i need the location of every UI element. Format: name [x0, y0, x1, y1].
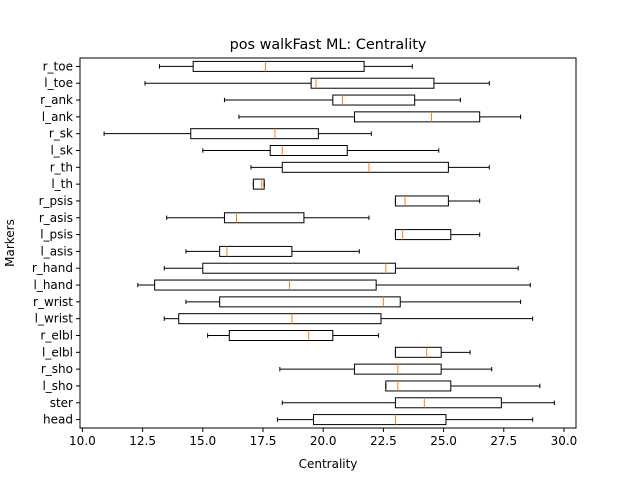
box-l-ank	[238, 111, 522, 123]
x-tick-label: 12.5	[129, 434, 156, 448]
box-l-hand	[137, 279, 531, 291]
y-tick-label: l_th	[51, 177, 73, 191]
y-axis: head ster l_sho r_sho l_elbl r_elbl l_wrist r_w…	[32, 59, 80, 427]
x-tick-label: 10.0	[69, 434, 96, 448]
y-tick-label: l_toe	[44, 76, 73, 90]
plot-area	[103, 60, 555, 426]
y-tick-label: l_ank	[42, 110, 73, 124]
iqr-box	[332, 94, 416, 106]
x-axis-title: Centrality	[299, 457, 358, 471]
iqr-box	[154, 279, 377, 291]
box-l-elbl	[394, 346, 471, 358]
box-l-sho	[385, 380, 541, 392]
iqr-box	[219, 245, 293, 257]
y-tick-label: ster	[50, 396, 73, 410]
y-tick-label: r_hand	[32, 261, 73, 275]
x-tick-label: 22.5	[370, 434, 397, 448]
box-r-sk	[103, 128, 372, 140]
iqr-box	[219, 296, 401, 308]
y-tick-label: r_toe	[43, 59, 73, 73]
iqr-box	[394, 195, 449, 207]
x-tick-label: 25.0	[430, 434, 457, 448]
y-tick-label: r_asis	[39, 211, 73, 225]
iqr-box	[353, 111, 481, 123]
box-l-asis	[185, 245, 360, 257]
y-tick-label: head	[43, 413, 73, 427]
x-tick-label: 20.0	[310, 434, 337, 448]
iqr-box	[313, 414, 447, 426]
y-tick-label: l_sho	[42, 379, 73, 393]
y-tick-label: r_sho	[41, 362, 73, 376]
x-axis: 10.0 12.5 15.0 17.5 20.0 22.5 25.0 27.5 30.0	[69, 428, 577, 448]
x-tick-label: 27.5	[490, 434, 517, 448]
iqr-box	[281, 161, 449, 173]
iqr-box	[228, 330, 334, 341]
x-tick-label: 15.0	[189, 434, 216, 448]
box-r-psis	[394, 195, 481, 207]
axes-frame	[79, 57, 577, 429]
iqr-box	[252, 178, 265, 190]
y-tick-label: l_elbl	[42, 345, 73, 359]
iqr-box	[385, 380, 452, 392]
y-tick-label: r_ank	[40, 93, 73, 107]
iqr-box	[192, 60, 365, 72]
box-r-hand	[163, 262, 519, 274]
box-r-th	[250, 161, 490, 173]
y-tick-label: l_wrist	[35, 312, 74, 326]
x-tick-label: 17.5	[250, 434, 277, 448]
y-tick-label: l_psis	[40, 228, 73, 242]
iqr-box	[178, 313, 382, 325]
box-l-wrist	[163, 313, 534, 325]
box-r-toe	[158, 60, 413, 72]
y-tick-label: l_sk	[50, 144, 73, 158]
y-tick-label: r_th	[50, 160, 73, 174]
iqr-box	[394, 397, 502, 409]
box-ster	[281, 397, 555, 409]
box-l-th	[252, 178, 265, 190]
box-r-wrist	[185, 296, 522, 308]
box-l-toe	[144, 77, 490, 89]
box-head	[276, 414, 534, 426]
y-tick-label: l_asis	[40, 244, 73, 258]
box-r-asis	[166, 212, 370, 224]
iqr-box	[310, 77, 435, 89]
y-tick-label: r_sk	[49, 127, 73, 141]
box-l-sk	[202, 145, 440, 156]
box-l-psis	[394, 229, 481, 241]
iqr-box	[202, 262, 396, 274]
iqr-box	[223, 212, 305, 224]
x-tick-label: 30.0	[551, 434, 578, 448]
y-tick-label: r_elbl	[40, 329, 73, 343]
y-tick-label: l_hand	[33, 278, 73, 292]
y-tick-label: r_wrist	[33, 295, 73, 309]
y-axis-title: Markers	[3, 219, 17, 267]
box-r-elbl	[207, 330, 380, 341]
chart-title: pos walkFast ML: Centrality	[230, 37, 427, 53]
iqr-box	[394, 346, 442, 358]
box-r-ank	[223, 94, 461, 106]
iqr-box	[190, 128, 319, 140]
iqr-box	[269, 145, 348, 156]
y-tick-label: r_psis	[39, 194, 73, 208]
iqr-box	[394, 229, 452, 241]
box-r-sho	[279, 363, 493, 375]
